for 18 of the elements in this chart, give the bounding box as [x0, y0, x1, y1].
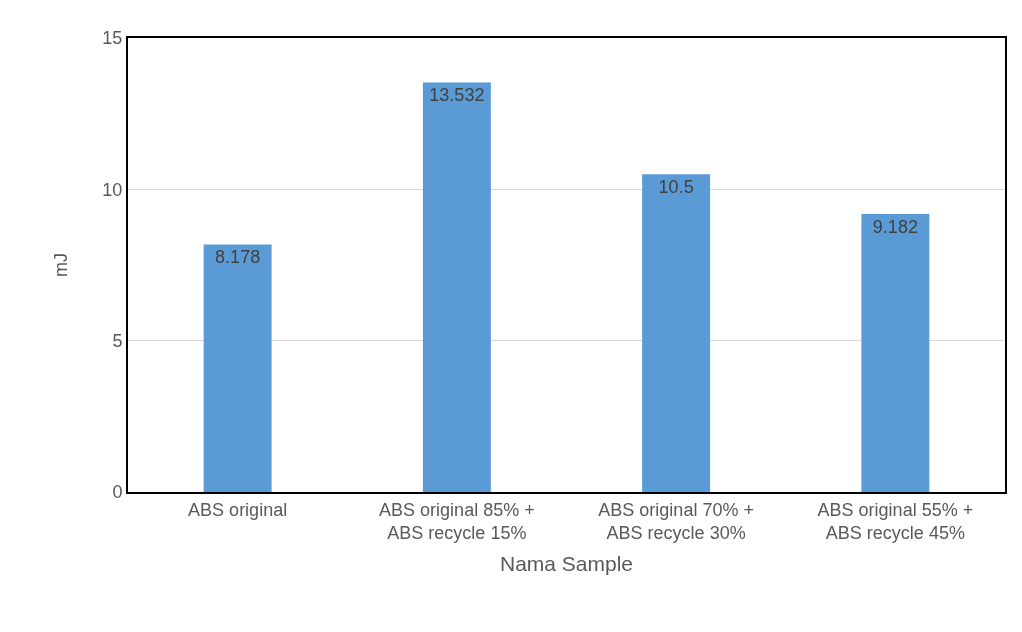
data-label: 9.182 [872, 217, 918, 238]
y-tick-label: 10 [102, 179, 123, 200]
y-axis-title: mJ [51, 253, 72, 277]
data-label: 8.178 [215, 247, 261, 268]
bar [642, 174, 711, 492]
x-axis-title: Nama Sample [499, 551, 634, 575]
x-tick-label: ABS original [188, 499, 288, 520]
bar [203, 244, 272, 492]
y-tick-label: 0 [112, 482, 123, 503]
x-tick-label: ABS original 70% + ABS recycle 30% [598, 499, 754, 543]
bar [861, 214, 930, 492]
x-tick-label: ABS original 85% + ABS recycle 15% [379, 499, 535, 543]
y-tick-label: 5 [112, 330, 123, 351]
y-tick-label: 15 [102, 28, 123, 49]
data-label: 13.532 [429, 85, 485, 106]
bar [422, 82, 491, 492]
data-label: 10.5 [658, 177, 694, 198]
x-tick-label: ABS original 55% + ABS recycle 45% [817, 499, 974, 543]
